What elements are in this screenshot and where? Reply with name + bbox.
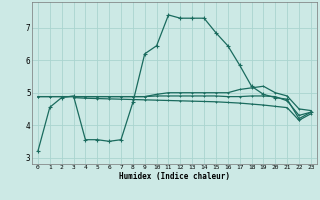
X-axis label: Humidex (Indice chaleur): Humidex (Indice chaleur) [119, 172, 230, 181]
